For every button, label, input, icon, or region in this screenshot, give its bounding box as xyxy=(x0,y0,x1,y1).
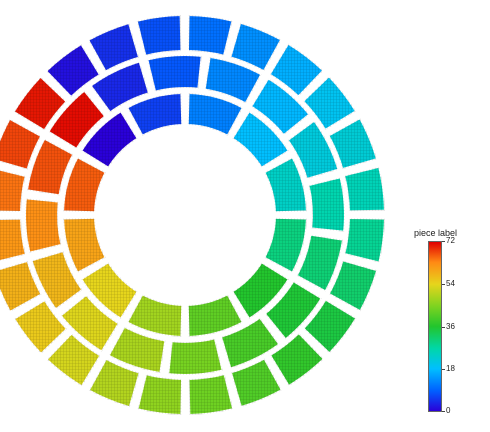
ring-piece-mesh xyxy=(168,338,223,375)
legend-title: piece label xyxy=(414,228,458,238)
ring-piece-mesh xyxy=(88,22,140,72)
ring-piece-mesh xyxy=(344,166,385,212)
ring-piece-mesh xyxy=(230,22,282,72)
ring-piece-mesh xyxy=(90,61,149,113)
tick-label-72: 72 xyxy=(446,236,455,245)
ring-piece-mesh xyxy=(303,299,357,354)
ring-piece-mesh xyxy=(63,217,106,273)
ring-piece-mesh xyxy=(187,15,233,56)
piece-group xyxy=(0,14,386,416)
ring-piece-mesh xyxy=(264,157,307,213)
ring-piece-mesh xyxy=(48,90,106,149)
ring-piece-mesh xyxy=(0,169,26,213)
ring-piece-mesh xyxy=(46,333,101,387)
ring-piece-mesh xyxy=(270,333,324,386)
ring-piece-mesh xyxy=(147,55,202,92)
ring-piece-mesh xyxy=(232,262,289,319)
ring-piece-mesh xyxy=(24,198,62,253)
ring-piece-mesh xyxy=(60,294,119,352)
ring-piece-mesh xyxy=(14,300,67,354)
ring-piece-mesh xyxy=(81,262,138,319)
tick-mark-54 xyxy=(442,284,445,285)
ring-piece-mesh xyxy=(264,217,307,273)
ring-piece-mesh xyxy=(63,157,106,213)
ring-piece-mesh xyxy=(0,260,42,312)
ring-piece-mesh xyxy=(187,93,243,136)
ring-piece-mesh xyxy=(287,120,339,179)
tick-label-54: 54 xyxy=(446,279,455,288)
tick-mark-0 xyxy=(442,411,445,412)
tick-mark-18 xyxy=(442,369,445,370)
ring-piece-mesh xyxy=(136,15,182,56)
ring-piece-mesh xyxy=(221,317,280,369)
ring-piece-mesh xyxy=(0,218,26,261)
ring-piece-mesh xyxy=(344,217,385,263)
ring-piece-mesh xyxy=(31,251,83,310)
ring-piece-mesh xyxy=(269,43,324,97)
ring-piece-mesh xyxy=(0,118,42,170)
ring-piece-mesh xyxy=(46,44,100,97)
tick-mark-72 xyxy=(442,241,445,242)
ring-piece-mesh xyxy=(127,93,183,136)
ring-piece-mesh xyxy=(13,76,67,131)
tick-label-36: 36 xyxy=(446,322,455,331)
ring-piece-mesh xyxy=(127,294,183,337)
ring-piece-mesh xyxy=(81,111,138,168)
ring-piece-mesh xyxy=(187,294,243,337)
ring-piece-mesh xyxy=(108,326,166,374)
ring-piece-mesh xyxy=(296,234,344,292)
ring-piece-mesh xyxy=(88,358,140,408)
ring-piece-mesh xyxy=(232,111,289,168)
ring-piece-mesh xyxy=(303,76,356,130)
tick-mark-36 xyxy=(442,327,445,328)
ring-piece-mesh xyxy=(251,78,310,136)
ring-piece-mesh xyxy=(137,374,183,415)
colorbar xyxy=(428,241,442,412)
ring-piece-mesh xyxy=(328,118,378,170)
ring-piece-mesh xyxy=(26,138,74,196)
ring-piece-mesh xyxy=(308,177,345,232)
tick-label-18: 18 xyxy=(446,364,455,373)
ring-piece-mesh xyxy=(230,358,282,408)
tick-label-0: 0 xyxy=(446,406,451,415)
ring-piece-mesh xyxy=(264,281,322,340)
ring-piece-mesh xyxy=(188,374,234,415)
ring-piece-mesh xyxy=(204,56,262,104)
ring-piece-mesh xyxy=(328,260,378,312)
